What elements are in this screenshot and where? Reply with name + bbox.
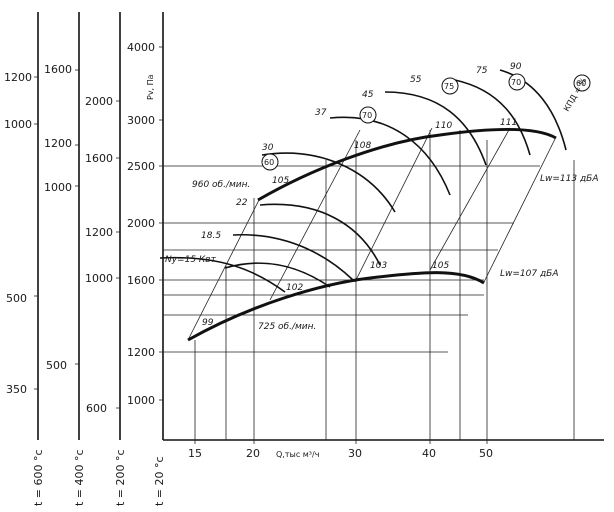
power-curves xyxy=(159,69,567,293)
t600-tick: 1000 xyxy=(4,118,32,131)
power-label: 45 xyxy=(362,90,374,100)
speed-curve-960 xyxy=(257,127,557,202)
scale-label-600: t = 600 °c xyxy=(32,449,45,506)
efficiency-circle xyxy=(261,153,279,171)
power-label: 18.5 xyxy=(201,231,221,241)
power-curve-30 xyxy=(259,203,381,266)
power-curve-55 xyxy=(384,91,487,166)
efficiency-circle xyxy=(441,77,459,95)
power-curve-18-5 xyxy=(224,262,331,288)
y-tick: 3000 xyxy=(127,114,155,127)
t200-tick: 600 xyxy=(86,402,107,415)
efficiency-circle xyxy=(359,106,377,124)
t200-tick: 1000 xyxy=(85,272,113,285)
efficiency-circle xyxy=(508,73,526,91)
power-label: 22 xyxy=(236,198,248,208)
power-label: 90 xyxy=(510,62,522,72)
y-tick: 2500 xyxy=(127,160,155,173)
y-tick: 4000 xyxy=(127,41,155,54)
t200-tick: 1600 xyxy=(85,152,113,165)
power-label: 30 xyxy=(262,143,274,153)
noise-label: 102 xyxy=(286,283,303,293)
power-curve-90 xyxy=(499,69,567,151)
power-curve-37 xyxy=(261,152,396,213)
speed-curve-725 xyxy=(187,271,485,342)
power-curve-22 xyxy=(232,234,354,281)
efficiency-label: 75 xyxy=(444,82,454,91)
x-tick: 15 xyxy=(188,447,202,460)
y-axis-label: Pv, Па xyxy=(146,74,155,100)
power-label: 75 xyxy=(476,66,488,76)
noise-labels: 99 102 103 105 105 108 110 111 xyxy=(202,118,517,328)
t200-tick: 1200 xyxy=(85,226,113,239)
power-curve-45 xyxy=(329,116,451,196)
main-axes: 4000 3000 2500 2000 1600 1200 1000 Pv, П… xyxy=(127,41,604,460)
t400-tick: 1200 xyxy=(44,137,72,150)
x-axis-label: Q,тыс м³/ч xyxy=(276,450,319,459)
sound-power-label-113: Lw=113 дБА xyxy=(540,174,599,184)
efficiency-label: 70 xyxy=(362,111,372,120)
noise-label: 99 xyxy=(202,318,214,328)
scale-label-20: t = 20 °c xyxy=(153,456,166,506)
t400-tick: 500 xyxy=(46,359,67,372)
reference-grid xyxy=(163,130,575,440)
x-tick: 20 xyxy=(246,447,260,460)
speed-label-960: 960 об./мин. xyxy=(192,180,250,190)
efficiency-label: 60 xyxy=(264,158,274,167)
efficiency-label: 70 xyxy=(511,78,521,87)
x-tick: 40 xyxy=(422,447,436,460)
x-tick: 50 xyxy=(479,447,493,460)
t600-tick: 350 xyxy=(6,383,27,396)
y-tick: 2000 xyxy=(127,217,155,230)
noise-label: 103 xyxy=(370,261,387,271)
noise-label: 111 xyxy=(500,118,517,128)
y-tick: 1000 xyxy=(127,394,155,407)
power-labels: Ny=15 Квт 18.5 22 30 37 45 55 75 90 xyxy=(165,62,522,265)
y-tick: 1600 xyxy=(127,274,155,287)
sound-power-label-107: Lw=107 дБА xyxy=(500,269,559,279)
t400-tick: 1600 xyxy=(44,63,72,76)
speed-label-725: 725 об./мин. xyxy=(258,322,316,332)
efficiency-label: 60 xyxy=(576,79,586,88)
power-curve-75 xyxy=(454,79,531,156)
power-label: 55 xyxy=(410,75,422,85)
x-tick: 30 xyxy=(348,447,362,460)
noise-label: 105 xyxy=(272,176,289,186)
noise-label: 105 xyxy=(432,261,449,271)
power-label: Ny=15 Квт xyxy=(165,255,217,265)
t600-tick: 500 xyxy=(6,292,27,305)
t400-tick: 1000 xyxy=(44,181,72,194)
scale-label-400: t = 400 °c xyxy=(73,449,86,506)
t600-tick: 1200 xyxy=(4,71,32,84)
temperature-scales: 1200 1000 500 350 1600 1200 1000 500 200… xyxy=(4,12,166,506)
power-label: 37 xyxy=(315,108,327,118)
t200-tick: 2000 xyxy=(85,95,113,108)
noise-label: 108 xyxy=(354,141,371,151)
y-tick: 1200 xyxy=(127,346,155,359)
efficiency-circle xyxy=(573,74,591,92)
noise-label: 110 xyxy=(435,121,452,131)
scale-label-200: t = 200 °c xyxy=(114,449,127,506)
speed-curves xyxy=(187,127,557,342)
